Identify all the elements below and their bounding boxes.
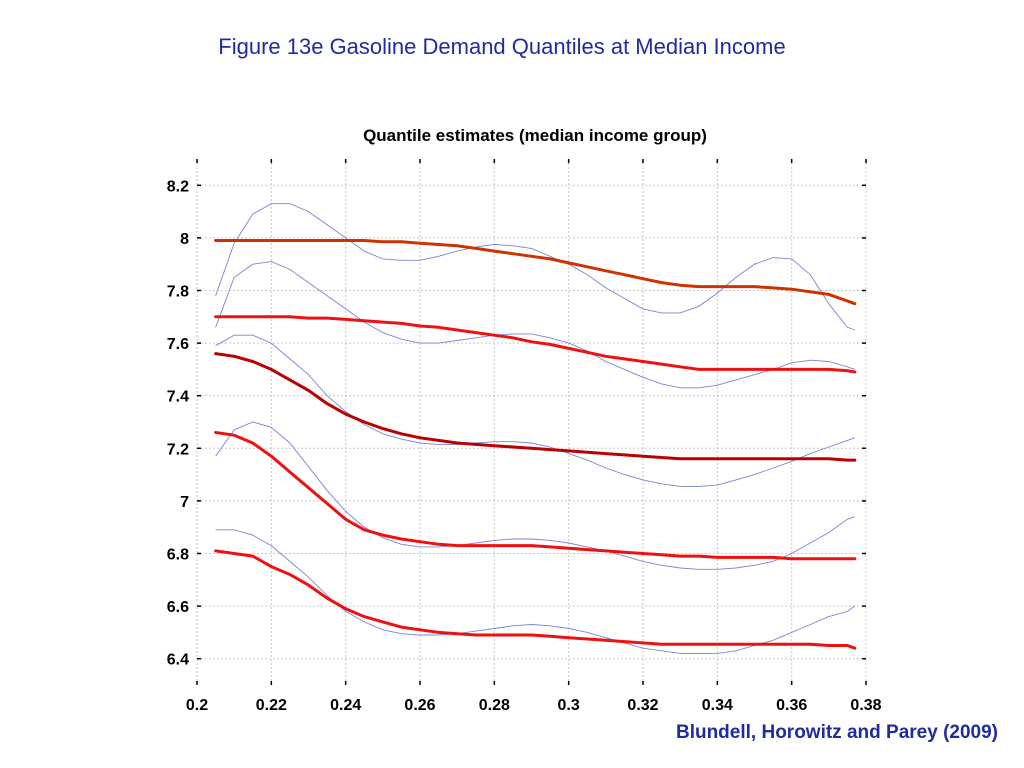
y-tick-label: 7.8: [167, 284, 189, 301]
y-tick-label: 7.2: [167, 441, 189, 458]
grid-layer: [196, 159, 867, 685]
y-tick-label: 7.6: [167, 336, 189, 353]
quantile-line: [214, 315, 857, 374]
y-tick-label: 8: [180, 231, 189, 248]
slide-title: Figure 13e Gasoline Demand Quantiles at …: [218, 34, 786, 59]
x-tick-label: 0.32: [627, 697, 658, 714]
x-tick-label: 0.22: [256, 697, 287, 714]
x-tick-label: 0.26: [404, 697, 435, 714]
y-tick-label: 6.6: [167, 599, 189, 616]
x-tick-label: 0.34: [702, 697, 733, 714]
quantile-line: [214, 549, 857, 650]
citation: Blundell, Horowitz and Parey (2009): [675, 722, 998, 743]
quantile-line: [214, 352, 857, 462]
y-tick-label: 7.4: [167, 389, 189, 406]
confidence-band-line: [215, 334, 855, 487]
y-tick-label: 6.4: [167, 652, 189, 669]
quantile-series-layer: [214, 239, 857, 650]
quantile-line: [214, 239, 857, 306]
y-tick-label: 6.8: [167, 547, 189, 564]
x-tick-label: 0.38: [850, 697, 881, 714]
y-tick-label: 7: [180, 494, 189, 511]
chart-title: Quantile estimates (median income group): [363, 126, 707, 145]
x-tick-label: 0.24: [330, 697, 361, 714]
confidence-band-line: [215, 203, 855, 331]
x-tick-label: 0.3: [558, 697, 580, 714]
confidence-band-line: [215, 421, 855, 570]
x-tick-label: 0.36: [776, 697, 807, 714]
quantile-line: [214, 431, 857, 561]
x-tick-label: 0.2: [186, 697, 208, 714]
x-tick-label: 0.28: [479, 697, 510, 714]
axis-layer: 0.2 0.22 0.24 0.26 0.28 0.3 0.32 0.34 0.36 0.38 6.…: [167, 159, 882, 714]
y-tick-label: 8.2: [167, 178, 189, 195]
confidence-band-line: [215, 261, 855, 389]
